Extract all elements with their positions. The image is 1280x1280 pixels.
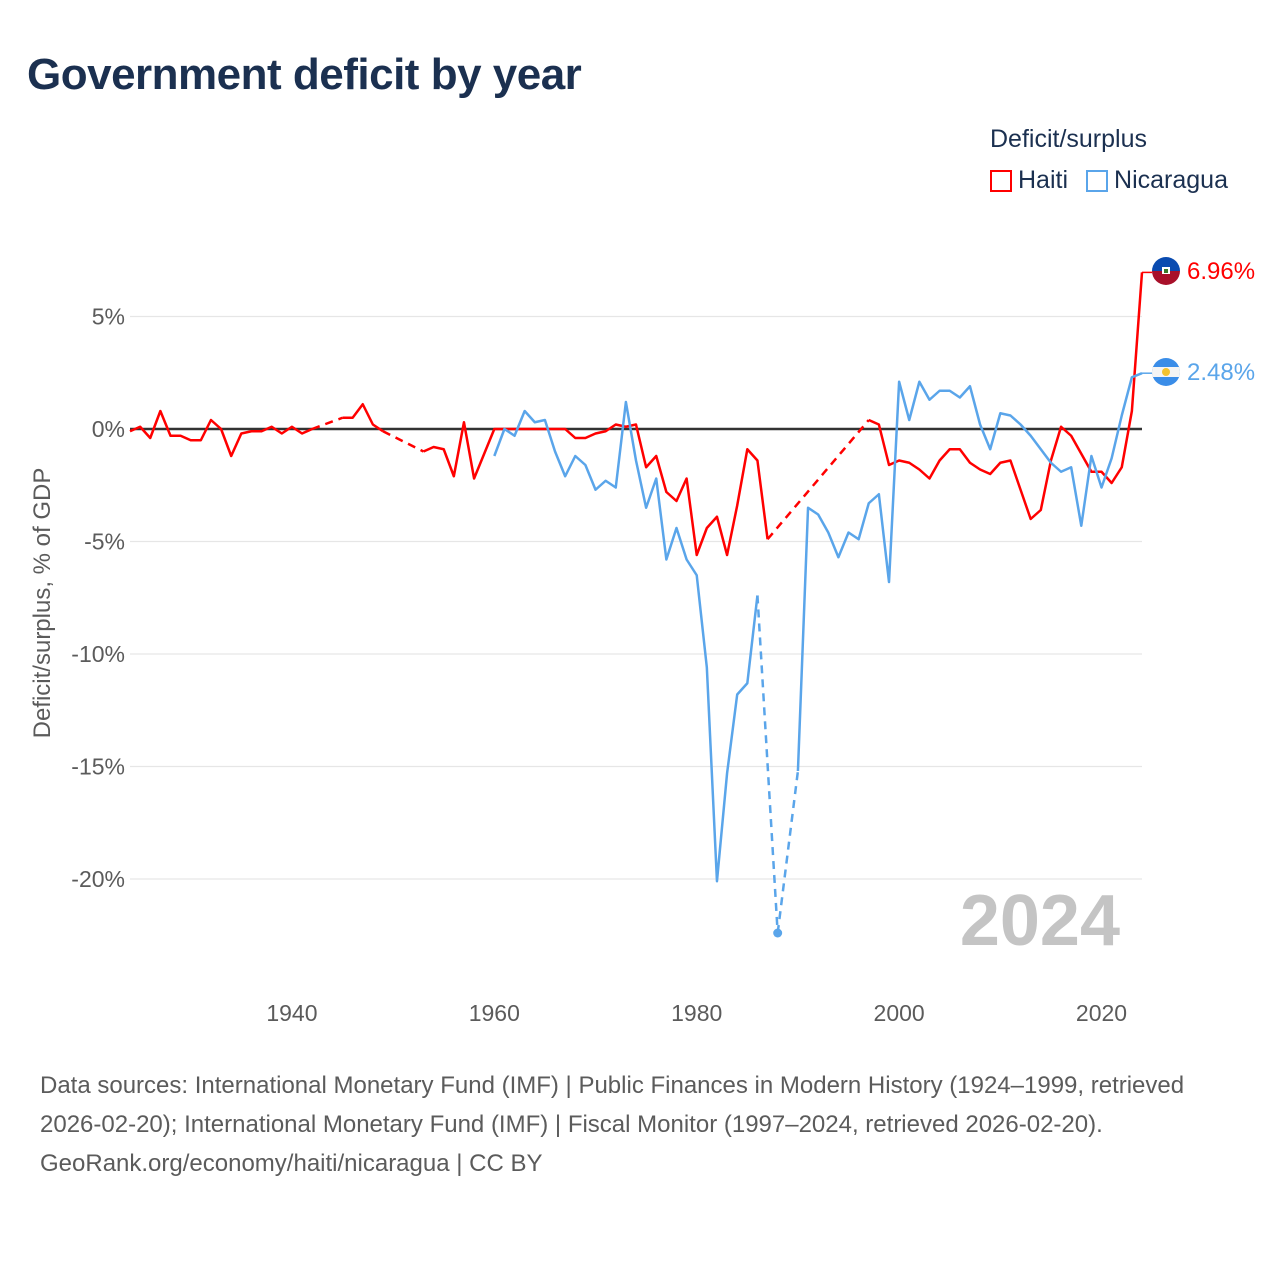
series-haiti — [129, 271, 1152, 557]
series-line — [342, 403, 384, 433]
y-tick-label: -15% — [71, 754, 125, 780]
x-tick-label: 2020 — [1076, 1000, 1127, 1026]
legend-label-nicaragua: Nicaragua — [1114, 166, 1228, 194]
legend-label-haiti: Haiti — [1018, 166, 1069, 194]
y-axis-label: Deficit/surplus, % of GDP — [29, 468, 56, 739]
x-tick-label: 1980 — [671, 1000, 722, 1026]
footer: Data sources: International Monetary Fun… — [40, 1066, 1240, 1183]
legend-item-nicaragua[interactable]: Nicaragua — [1086, 166, 1228, 195]
nicaragua-flag-icon — [1152, 358, 1180, 386]
series-line — [422, 421, 769, 557]
x-tick-label: 2000 — [874, 1000, 925, 1026]
series-gap-line — [776, 770, 800, 934]
y-tick-label: -20% — [71, 866, 125, 892]
y-tick-label: -5% — [84, 529, 125, 555]
legend-swatch-nicaragua — [1086, 169, 1109, 192]
haiti-flag-icon — [1152, 257, 1180, 285]
series-gap-line — [756, 595, 779, 934]
series-gap-line — [382, 430, 425, 453]
series-line — [493, 400, 759, 883]
y-tick-label: -10% — [71, 641, 125, 667]
legend-item-haiti[interactable]: Haiti — [990, 166, 1068, 195]
haiti-end-value: 6.96% — [1187, 258, 1255, 285]
y-tick-label: 0% — [92, 416, 125, 442]
credit-link[interactable]: GeoRank.org/economy/haiti/nicaragua | CC… — [40, 1150, 543, 1177]
series-gap-line — [311, 416, 343, 431]
series-nicaragua — [493, 372, 1152, 938]
legend: Haiti Nicaragua — [990, 166, 1228, 195]
legend-title: Deficit/surplus — [990, 125, 1147, 153]
y-tick-label: 5% — [92, 304, 125, 330]
year-watermark: 2024 — [960, 881, 1120, 961]
x-tick-label: 1960 — [469, 1000, 520, 1026]
chart-title: Government deficit by year — [27, 50, 582, 99]
series-gap-line — [766, 419, 870, 541]
data-sources: Data sources: International Monetary Fun… — [40, 1072, 1185, 1138]
x-tick-label: 1940 — [266, 1000, 317, 1026]
series-line — [129, 409, 313, 458]
series-line — [796, 372, 1143, 772]
nicaragua-end-value: 2.48% — [1187, 359, 1255, 386]
legend-swatch-haiti — [990, 169, 1012, 192]
